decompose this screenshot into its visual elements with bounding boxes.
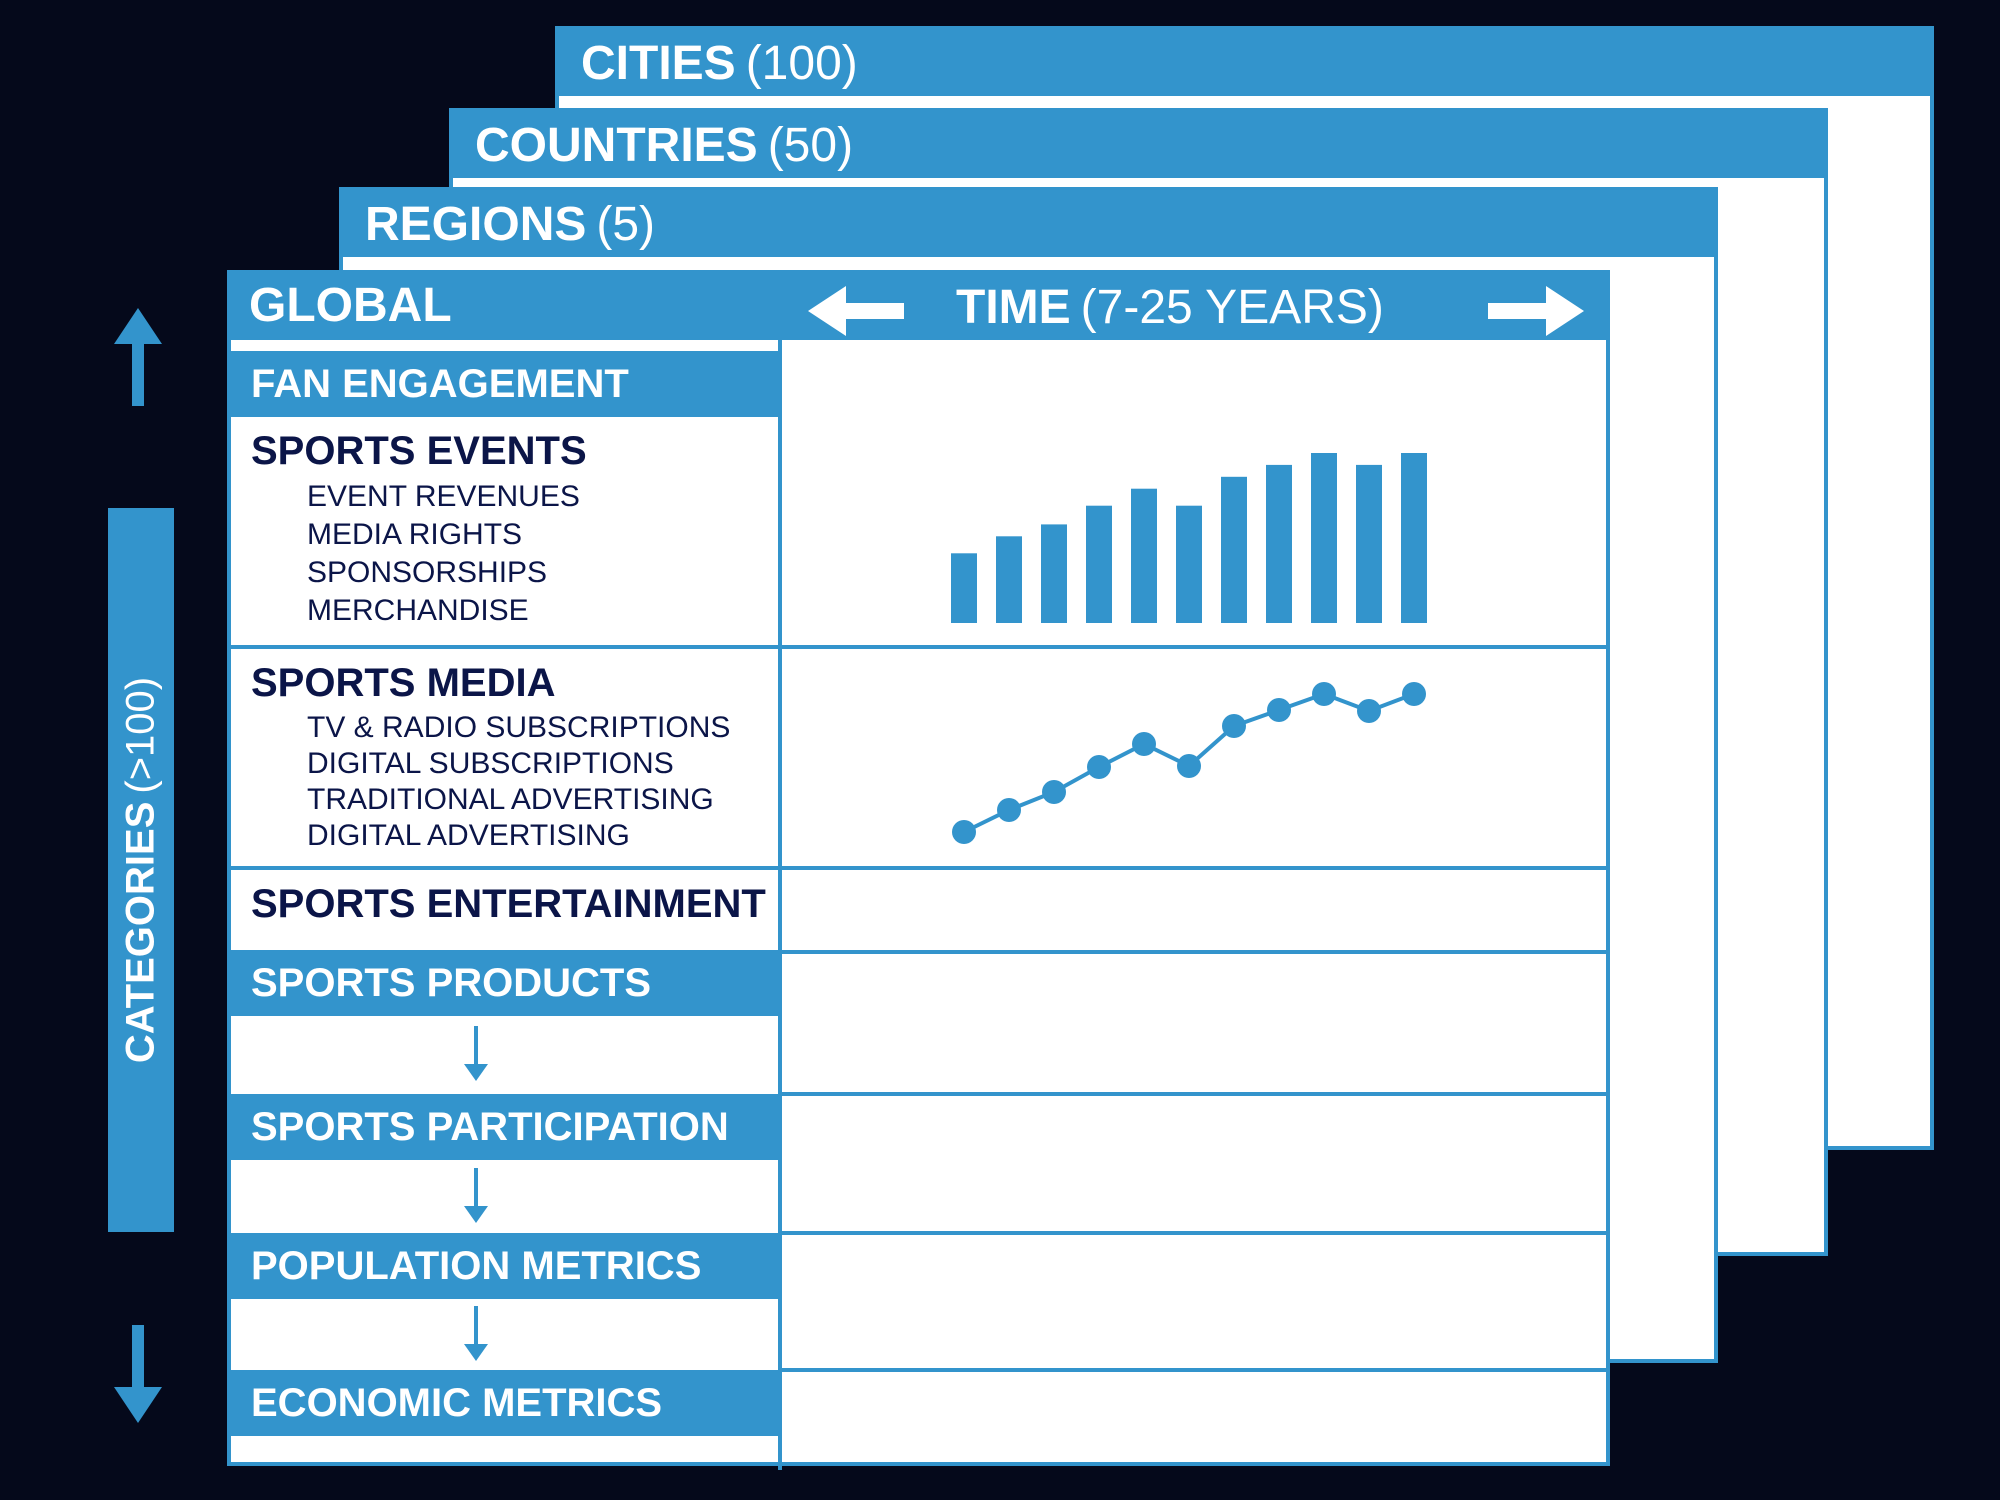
line-point — [1402, 682, 1426, 706]
sub-item: MERCHANDISE — [307, 594, 529, 627]
cities-count: (100) — [745, 36, 858, 90]
line-point — [1312, 682, 1336, 706]
cities-label: CITIES — [581, 36, 736, 90]
line-point — [1357, 699, 1381, 723]
sub-item: EVENT REVENUES — [307, 480, 580, 513]
arrow-down-icon — [114, 1325, 162, 1423]
bar — [1356, 464, 1382, 623]
line-point — [997, 798, 1021, 822]
line-point — [1042, 780, 1066, 804]
line-point — [1267, 698, 1291, 722]
column-divider — [778, 340, 782, 1470]
arrow-up-icon — [114, 308, 162, 406]
bar — [1176, 505, 1202, 623]
row-sports-entertainment: SPORTS ENTERTAINMENT — [231, 870, 778, 950]
cities-header: CITIES (100) — [559, 30, 1930, 96]
sports-participation-label: SPORTS PARTICIPATION — [251, 1104, 729, 1149]
row-divider — [778, 1368, 1606, 1372]
sub-item: DIGITAL SUBSCRIPTIONS — [307, 747, 674, 780]
bar — [1086, 505, 1112, 623]
bar — [1131, 488, 1157, 623]
bar — [1401, 453, 1427, 623]
row-sports-products: SPORTS PRODUCTS — [231, 950, 778, 1016]
regions-label: REGIONS — [365, 197, 587, 251]
time-range: (7-25 YEARS) — [1080, 280, 1384, 334]
sub-item: TRADITIONAL ADVERTISING — [307, 783, 714, 816]
bar — [996, 536, 1022, 623]
bar — [1041, 524, 1067, 623]
time-axis-label: TIME (7-25 YEARS) — [956, 274, 1384, 340]
population-metrics-label: POPULATION METRICS — [251, 1243, 702, 1288]
row-divider — [231, 950, 1606, 954]
bar — [951, 553, 977, 623]
sub-item: SPONSORSHIPS — [307, 556, 548, 589]
row-fan-engagement: FAN ENGAGEMENT — [231, 351, 778, 417]
sports-media-title: SPORTS MEDIA — [251, 661, 556, 705]
time-label: TIME — [956, 280, 1071, 334]
arrow-down-icon — [464, 1168, 488, 1223]
line-point — [1222, 714, 1246, 738]
arrow-down-icon — [464, 1026, 488, 1081]
bar — [1311, 453, 1337, 623]
row-divider — [231, 645, 1606, 649]
line-point — [1087, 755, 1111, 779]
row-sports-participation: SPORTS PARTICIPATION — [231, 1094, 778, 1160]
row-divider — [778, 1231, 1606, 1235]
row-divider — [778, 1092, 1606, 1096]
categories-label: CATEGORIES — [118, 801, 163, 1064]
global-layer: GLOBAL TIME (7-25 YEARS) FAN ENGAGEMENT S… — [227, 270, 1610, 1470]
categories-axis-bar: CATEGORIES (>100) — [108, 508, 174, 1232]
row-divider — [231, 866, 1606, 870]
line-point — [1132, 732, 1156, 756]
line-chart — [952, 682, 1426, 844]
sports-products-label: SPORTS PRODUCTS — [251, 960, 652, 1005]
line-point — [1177, 754, 1201, 778]
regions-header: REGIONS (5) — [343, 191, 1714, 257]
row-sports-events: SPORTS EVENTS EVENT REVENUES MEDIA RIGHT… — [231, 417, 778, 645]
arrow-down-icon — [464, 1306, 488, 1361]
sports-entertainment-title: SPORTS ENTERTAINMENT — [251, 882, 766, 926]
sports-events-title: SPORTS EVENTS — [251, 429, 587, 473]
arrow-right-icon — [1488, 286, 1584, 336]
categories-axis-label: CATEGORIES (>100) — [119, 677, 164, 1063]
arrow-left-icon — [808, 286, 904, 336]
row-population-metrics: POPULATION METRICS — [231, 1233, 778, 1299]
countries-header: COUNTRIES (50) — [453, 112, 1824, 178]
regions-count: (5) — [596, 197, 656, 251]
row-economic-metrics: ECONOMIC METRICS — [231, 1370, 778, 1436]
fan-engagement-label: FAN ENGAGEMENT — [251, 361, 629, 406]
bar — [1221, 476, 1247, 623]
countries-count: (50) — [767, 118, 854, 172]
line-point — [952, 820, 976, 844]
sub-item: DIGITAL ADVERTISING — [307, 819, 630, 852]
countries-label: COUNTRIES — [475, 118, 758, 172]
bar — [1266, 464, 1292, 623]
bar-chart — [951, 453, 1427, 623]
global-label: GLOBAL — [249, 278, 452, 332]
sub-item: TV & RADIO SUBSCRIPTIONS — [307, 711, 731, 744]
categories-count: (>100) — [118, 676, 163, 794]
economic-metrics-label: ECONOMIC METRICS — [251, 1380, 663, 1425]
sub-item: MEDIA RIGHTS — [307, 518, 523, 551]
global-header: GLOBAL — [227, 270, 1610, 340]
row-sports-media: SPORTS MEDIA TV & RADIO SUBSCRIPTIONS DI… — [231, 649, 778, 868]
